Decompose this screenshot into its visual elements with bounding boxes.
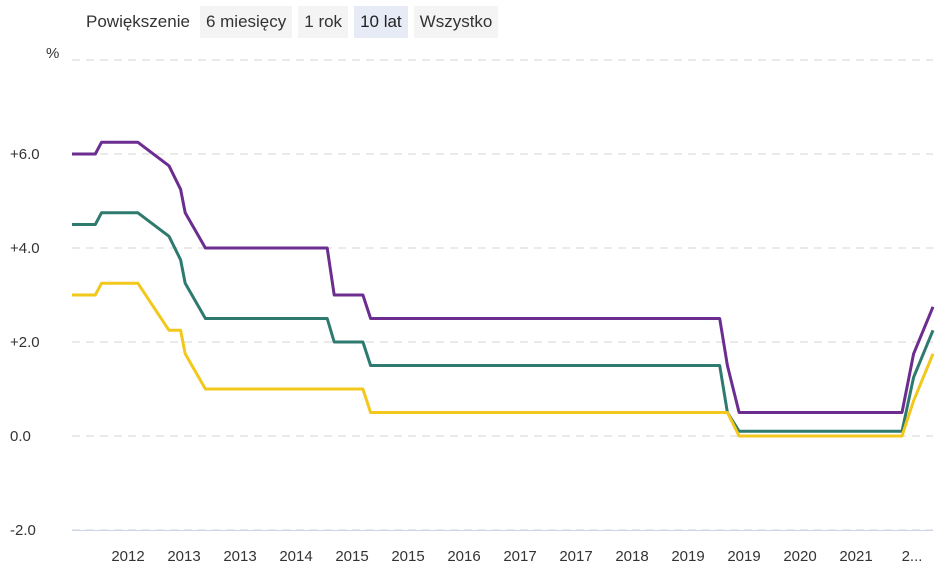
x-axis: 2012 2013 2013 2014 2015 2015 2016 2017 2017 2018… [72,530,933,565]
zoom-6-months-button[interactable]: 6 miesięcy [199,6,293,38]
x-tick-label: 2021 [839,548,872,565]
zoom-1-year-button[interactable]: 1 rok [298,6,349,38]
y-axis-unit-label: % [46,45,59,62]
zoom-bar: Powiększenie 6 miesięcy 1 rok 10 lat Wsz… [86,6,499,38]
y-tick-label: +2.0 [10,334,40,351]
y-axis: % -2.0 0.0 +2.0 +4.0 +6.0 [10,45,59,539]
x-tick-label: 2... [902,548,923,565]
x-tick-label: 2018 [615,548,648,565]
zoom-label: Powiększenie [86,12,190,31]
x-tick-label: 2019 [671,548,704,565]
x-tick-label: 2017 [559,548,592,565]
x-tick-label: 2013 [167,548,200,565]
y-tick-label: 0.0 [10,428,31,445]
series-line-1 [72,140,935,414]
series-line-3 [72,281,935,438]
zoom-10-years-button[interactable]: 10 lat [354,6,408,38]
zoom-all-button[interactable]: Wszystko [413,6,499,38]
x-tick-label: 2012 [111,548,144,565]
x-tick-label: 2013 [223,548,256,565]
grid [72,59,933,531]
y-tick-label: +6.0 [10,146,40,163]
x-tick-label: 2020 [783,548,816,565]
series [72,140,935,438]
x-tick-label: 2017 [503,548,536,565]
x-tick-label: 2016 [447,548,480,565]
x-tick-label: 2015 [335,548,368,565]
series-line-2 [72,211,935,433]
x-tick-label: 2015 [391,548,424,565]
x-tick-label: 2019 [727,548,760,565]
x-tick-label: 2014 [279,548,312,565]
y-tick-label: +4.0 [10,240,40,257]
y-tick-label: -2.0 [10,522,36,539]
